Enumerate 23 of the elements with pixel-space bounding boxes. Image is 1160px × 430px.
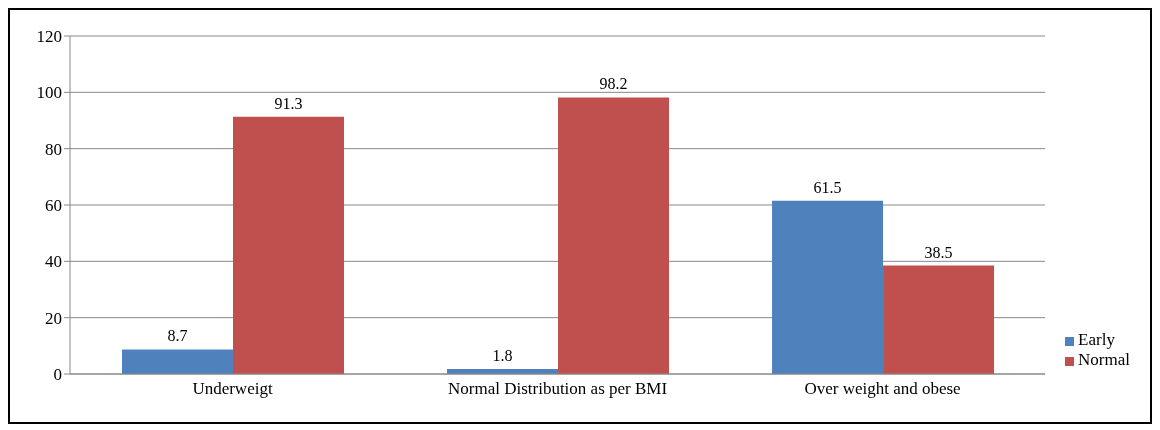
- legend-label: Early: [1078, 330, 1115, 349]
- bar: [122, 349, 233, 374]
- y-tick-label: 40: [45, 252, 62, 272]
- data-label: 91.3: [274, 94, 303, 112]
- data-label: 61.5: [813, 178, 842, 196]
- data-label: 8.7: [167, 327, 188, 345]
- bar: [558, 97, 670, 374]
- y-tick-label: 20: [45, 308, 62, 328]
- bar: [772, 200, 884, 374]
- data-label: 98.2: [599, 75, 628, 93]
- y-tick-label: 120: [36, 27, 62, 47]
- legend-label: Normal: [1078, 350, 1130, 369]
- bar: [883, 265, 995, 374]
- y-tick-label: 80: [45, 139, 62, 159]
- bar: [233, 116, 344, 374]
- x-tick-label: Over weight and obese: [804, 379, 961, 399]
- data-label: 1.8: [492, 346, 513, 364]
- y-tick-label: 60: [45, 196, 62, 216]
- data-label: 38.5: [924, 243, 953, 261]
- x-tick-label: Underweigt: [192, 379, 273, 399]
- y-tick-label: 0: [53, 365, 62, 385]
- y-tick-label: 100: [36, 83, 62, 103]
- x-tick-label: Normal Distribution as per BMI: [447, 379, 668, 399]
